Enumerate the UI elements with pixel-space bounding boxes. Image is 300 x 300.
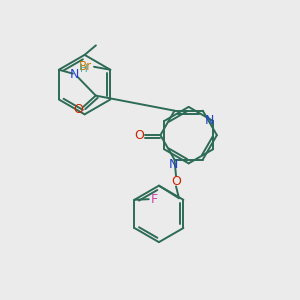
Text: O: O bbox=[171, 176, 181, 188]
Text: H: H bbox=[80, 64, 88, 74]
Text: N: N bbox=[168, 158, 178, 171]
Text: N: N bbox=[205, 114, 214, 127]
Text: N: N bbox=[70, 68, 79, 81]
Text: Br: Br bbox=[79, 60, 92, 73]
Text: O: O bbox=[134, 129, 144, 142]
Text: O: O bbox=[73, 103, 83, 116]
Text: F: F bbox=[151, 193, 158, 206]
